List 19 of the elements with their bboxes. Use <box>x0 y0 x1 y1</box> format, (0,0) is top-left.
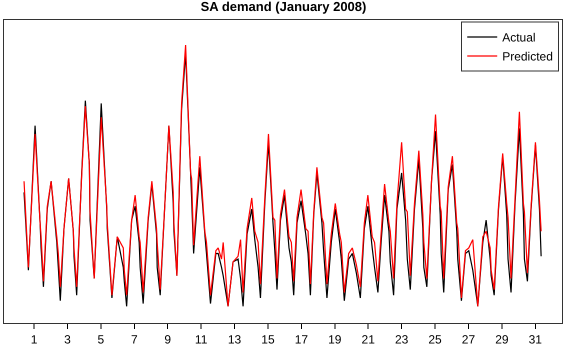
x-tick-label: 31 <box>528 332 542 346</box>
x-tick-label: 7 <box>130 332 138 346</box>
legend-label: Predicted <box>502 50 553 64</box>
x-tick-label: 15 <box>261 332 275 346</box>
x-tick-label: 25 <box>428 332 442 346</box>
x-tick-label: 29 <box>495 332 509 346</box>
chart-title: SA demand (January 2008) <box>200 0 366 14</box>
x-tick-label: 13 <box>228 332 242 346</box>
x-tick-label: 1 <box>30 332 38 346</box>
x-tick-label: 27 <box>462 332 476 346</box>
x-tick-label: 5 <box>98 332 105 346</box>
x-tick-label: 21 <box>362 332 376 346</box>
x-tick-label: 9 <box>164 332 172 346</box>
x-tick-label: 3 <box>64 332 72 346</box>
x-tick-label: 17 <box>294 332 308 346</box>
x-tick-label: 11 <box>194 332 208 346</box>
x-tick-label: 23 <box>394 332 409 346</box>
x-tick-label: 19 <box>328 332 342 346</box>
legend-label: Actual <box>502 30 536 45</box>
